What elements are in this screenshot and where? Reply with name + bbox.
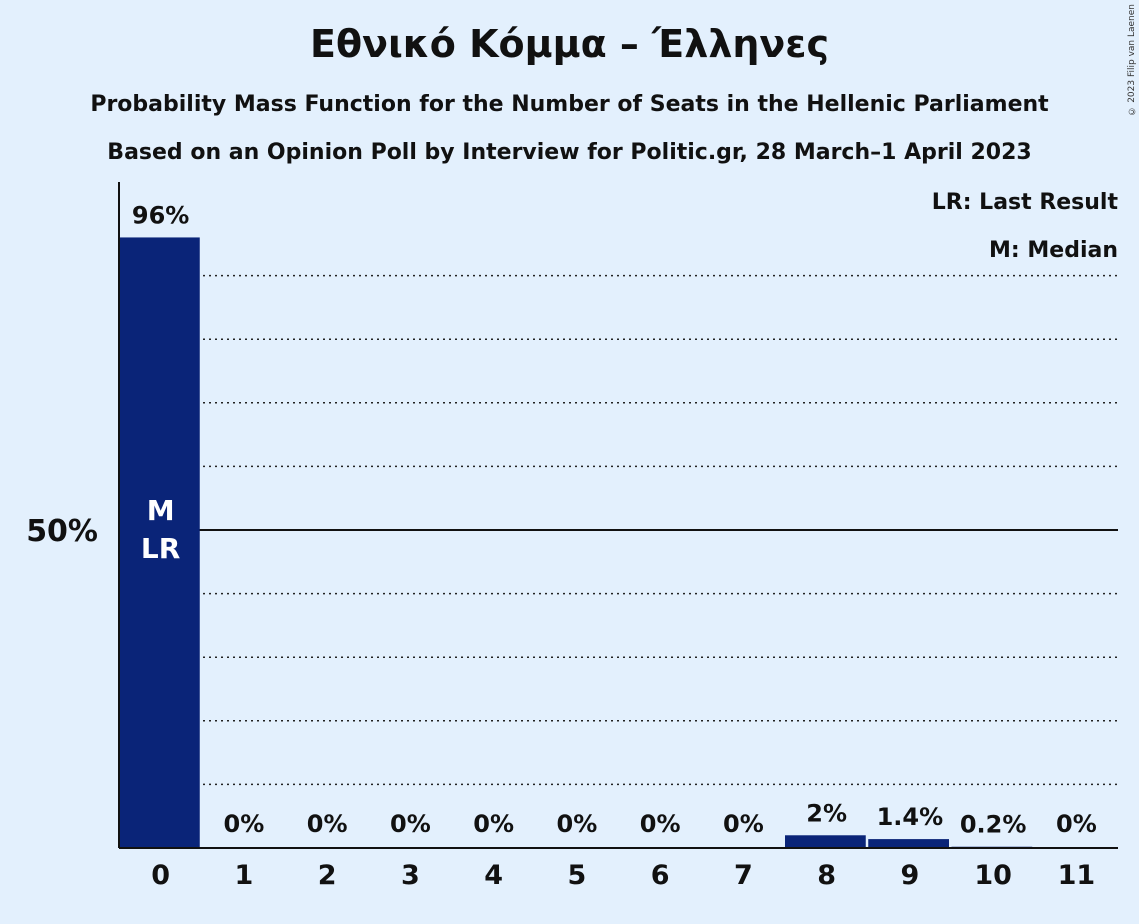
y-tick-label: 50% <box>26 514 98 549</box>
bar-0 <box>119 237 200 848</box>
x-tick-label: 3 <box>401 860 420 891</box>
x-tick-label: 5 <box>567 860 586 891</box>
x-tick-label: 8 <box>817 860 836 891</box>
x-tick-label: 4 <box>484 860 503 891</box>
chart-subtitle-source: Based on an Opinion Poll by Interview fo… <box>107 140 1032 165</box>
x-tick-label: 2 <box>318 860 337 891</box>
x-axis: 0 1 2 3 4 5 6 7 8 9 10 11 <box>119 847 1118 891</box>
x-tick-label: 11 <box>1058 860 1096 891</box>
data-label: 0% <box>390 810 431 838</box>
chart-title: Εθνικό Κόμμα – Έλληνες <box>310 22 829 66</box>
gridlines <box>119 274 1118 786</box>
data-label: 0% <box>307 810 348 838</box>
y-axis: 50% <box>26 182 120 848</box>
bar-9 <box>868 839 950 848</box>
bar-8 <box>785 835 866 848</box>
x-tick-label: 9 <box>900 860 919 891</box>
data-labels: 96% 0% 0% 0% 0% 0% 0% 0% 2% 1.4% 0.2% 0% M LR <box>132 201 1097 838</box>
x-tick-label: 1 <box>234 860 253 891</box>
last-result-marker: LR <box>141 532 180 565</box>
x-tick-label: 6 <box>651 860 670 891</box>
data-label: 0% <box>1056 810 1097 838</box>
legend-median: M: Median <box>989 238 1118 263</box>
median-marker: M <box>147 494 175 527</box>
data-label: 2% <box>806 799 847 827</box>
x-tick-label: 0 <box>151 860 170 891</box>
data-label: 96% <box>132 201 189 229</box>
data-label: 0.2% <box>960 811 1027 839</box>
chart-subtitle: Probability Mass Function for the Number… <box>90 92 1049 117</box>
data-label: 0% <box>473 810 514 838</box>
data-label: 0% <box>557 810 598 838</box>
data-label: 0% <box>723 810 764 838</box>
x-tick-label: 10 <box>974 860 1012 891</box>
bars <box>119 237 1033 848</box>
legend-last-result: LR: Last Result <box>932 190 1119 215</box>
data-label: 1.4% <box>877 803 944 831</box>
data-label: 0% <box>224 810 265 838</box>
data-label: 0% <box>640 810 681 838</box>
x-tick-label: 7 <box>734 860 753 891</box>
